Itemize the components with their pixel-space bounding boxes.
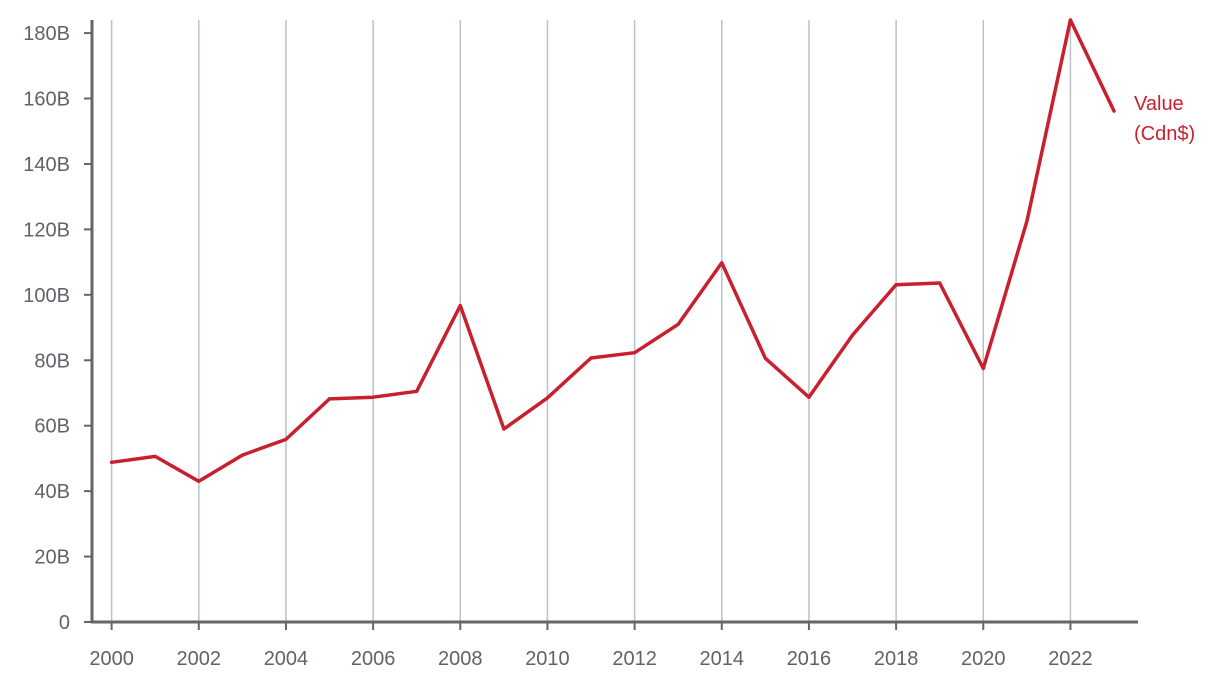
- data-point: [545, 396, 550, 400]
- y-tick-label: 0: [59, 612, 70, 634]
- data-point: [633, 351, 637, 355]
- data-point: [894, 283, 898, 287]
- data-point: [284, 437, 288, 441]
- x-tick-label: 2002: [177, 648, 222, 670]
- data-point: [327, 397, 332, 401]
- y-tick-label: 60B: [34, 416, 70, 438]
- data-point: [807, 395, 811, 399]
- x-tick-label: 2022: [1048, 648, 1093, 670]
- x-tick-label: 2012: [612, 648, 657, 670]
- x-tick-label: 2000: [89, 648, 134, 670]
- x-tick-label: 2016: [787, 648, 832, 670]
- data-point: [458, 304, 462, 308]
- y-tick-label: 180B: [23, 23, 70, 45]
- x-tick-label: 2018: [874, 648, 919, 670]
- series-line-0: [109, 18, 1116, 484]
- data-point: [981, 366, 985, 370]
- y-tick-label: 80B: [34, 350, 70, 372]
- data-point: [371, 395, 375, 399]
- data-point: [938, 281, 942, 285]
- data-point: [720, 261, 724, 265]
- x-tick-label: 2008: [438, 648, 483, 670]
- x-axis-ticks: 2000 2002 2004 2006 2008 2010 2012 2014 2016 2018…: [89, 622, 1093, 670]
- series-label-line: (Cdn$): [1134, 123, 1195, 145]
- data-point: [502, 427, 506, 431]
- data-point: [763, 356, 768, 360]
- series-group: [109, 18, 1116, 484]
- series-label-line: Value: [1134, 93, 1184, 115]
- data-point: [240, 453, 244, 457]
- data-point: [1068, 18, 1072, 22]
- y-tick-label: 100B: [23, 285, 70, 307]
- y-tick-label: 20B: [34, 547, 70, 569]
- data-point: [676, 322, 680, 326]
- series-labels: Value (Cdn$): [1134, 93, 1195, 145]
- y-tick-label: 160B: [23, 89, 70, 111]
- x-tick-label: 2004: [264, 648, 309, 670]
- x-tick-label: 2020: [961, 648, 1006, 670]
- data-point: [153, 454, 157, 458]
- axes: [90, 20, 1138, 624]
- x-tick-label: 2010: [525, 648, 570, 670]
- data-point: [1025, 219, 1029, 223]
- grid-lines: [110, 20, 1072, 622]
- y-tick-label: 40B: [34, 481, 70, 503]
- y-tick-label: 120B: [23, 219, 70, 241]
- data-point: [589, 356, 593, 360]
- data-point: [110, 460, 114, 464]
- data-point: [415, 389, 419, 393]
- y-tick-label: 140B: [23, 154, 70, 176]
- data-point: [197, 479, 201, 483]
- x-tick-label: 2014: [700, 648, 745, 670]
- x-tick-label: 2006: [351, 648, 396, 670]
- data-point: [1112, 109, 1116, 113]
- y-axis-ticks: 0 20B 40B 60B 80B 100B 120B 140B 160B 180B: [23, 23, 92, 634]
- data-point: [850, 333, 855, 337]
- series-label: Value (Cdn$): [1134, 93, 1195, 145]
